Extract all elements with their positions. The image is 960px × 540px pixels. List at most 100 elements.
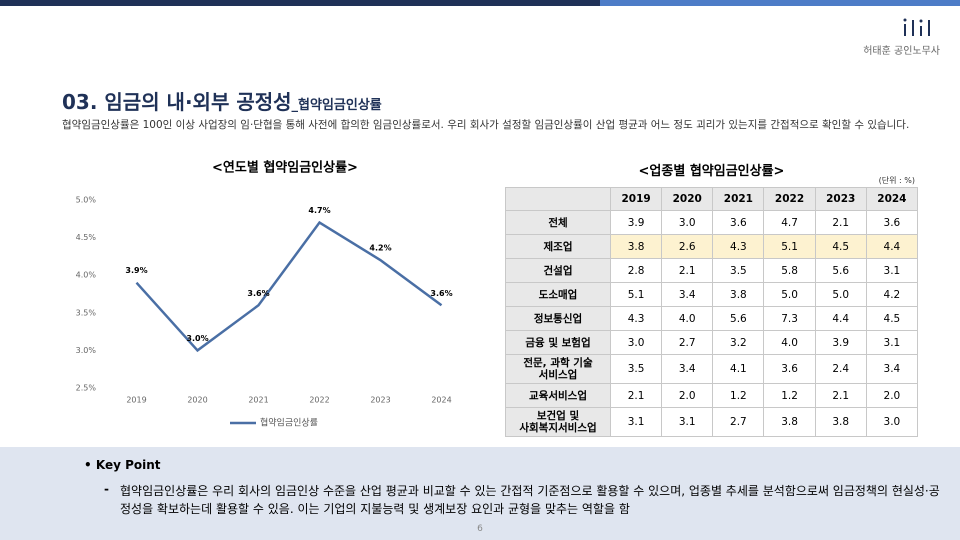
table-cell: 4.5 bbox=[814, 234, 867, 259]
table-cell: 4.3 bbox=[609, 306, 663, 331]
table-cell: 3.8 bbox=[814, 407, 867, 437]
column-header: 2022 bbox=[763, 187, 816, 211]
key-point-box: • Key Point - 협약임금인상률은 우리 회사의 임금인상 수준을 산… bbox=[0, 447, 960, 540]
table-cell: 2.0 bbox=[661, 383, 714, 408]
y-tick-label: 4.5% bbox=[76, 233, 97, 242]
table-row: 정보통신업 4.3 4.0 5.6 7.3 4.4 4.5 bbox=[505, 306, 919, 331]
description: 협약임금인상률은 100인 이상 사업장의 임·단협을 통해 사전에 합의한 임… bbox=[62, 119, 910, 131]
table-cell: 4.0 bbox=[763, 330, 816, 355]
logo-text: 허태훈 공인노무사 bbox=[863, 46, 940, 57]
table-cell: 3.6 bbox=[712, 210, 765, 235]
table-row: 제조업 3.8 2.6 4.3 5.1 4.5 4.4 bbox=[505, 234, 919, 259]
x-tick-label: 2020 bbox=[187, 396, 207, 405]
table-row: 건설업 2.8 2.1 3.5 5.8 5.6 3.1 bbox=[505, 258, 919, 283]
table-cell: 2.1 bbox=[661, 258, 714, 283]
y-tick-label: 3.0% bbox=[76, 346, 97, 355]
table-cell: 3.4 bbox=[661, 282, 714, 307]
dash: - bbox=[104, 482, 109, 496]
subtitle: _협약임금인상률 bbox=[291, 98, 382, 113]
series-line bbox=[135, 220, 443, 353]
x-tick-label: 2024 bbox=[431, 396, 451, 405]
table-cell: 3.8 bbox=[712, 282, 765, 307]
column-header: 2023 bbox=[814, 187, 867, 211]
column-header: 2024 bbox=[865, 187, 919, 211]
table-cell: 5.6 bbox=[712, 306, 765, 331]
x-tick-label: 2022 bbox=[309, 396, 329, 405]
logo-icon bbox=[903, 18, 930, 36]
y-tick-label: 3.5% bbox=[76, 308, 97, 317]
table-cell: 4.2 bbox=[865, 282, 919, 307]
row-label: 보건업 및 사회복지서비스업 bbox=[505, 407, 611, 437]
column-header: 2020 bbox=[661, 187, 714, 211]
table-cell: 7.3 bbox=[763, 306, 816, 331]
table-cell: 3.5 bbox=[609, 354, 663, 384]
row-label: 금융 및 보험업 bbox=[505, 330, 611, 355]
row-label: 제조업 bbox=[505, 234, 611, 259]
table-cell: 3.1 bbox=[865, 258, 919, 283]
corner-cell bbox=[505, 187, 611, 211]
y-tick-label: 5.0% bbox=[76, 196, 97, 205]
table-cell: 4.4 bbox=[814, 306, 867, 331]
title: 03. 임금의 내·외부 공정성 bbox=[62, 90, 292, 114]
row-label: 정보통신업 bbox=[505, 306, 611, 331]
key-point-heading: • Key Point bbox=[84, 458, 161, 472]
table-cell: 4.0 bbox=[661, 306, 714, 331]
line-chart: <연도별 협약임금인상률> 2.5% 3.0% 3.5% 4.0% 4.5% 5.0% 20… bbox=[76, 160, 453, 429]
table-cell: 3.4 bbox=[865, 354, 919, 384]
x-tick-label: 2021 bbox=[248, 396, 268, 405]
row-label: 전문, 과학 기술 서비스업 bbox=[505, 354, 611, 384]
table-cell: 3.4 bbox=[661, 354, 714, 384]
table-cell: 1.2 bbox=[712, 383, 765, 408]
data-label: 3.6% bbox=[430, 289, 452, 298]
top-bar bbox=[0, 0, 600, 6]
table-cell: 3.1 bbox=[865, 330, 919, 355]
title-block: 03. 임금의 내·외부 공정성_협약임금인상률 bbox=[62, 86, 382, 115]
table-cell: 3.6 bbox=[763, 354, 816, 384]
table-cell: 4.3 bbox=[712, 234, 765, 259]
row-label: 도소매업 bbox=[505, 282, 611, 307]
table-cell: 2.6 bbox=[661, 234, 714, 259]
top-bar-accent bbox=[600, 0, 960, 6]
page-number: 6 bbox=[477, 524, 483, 534]
table-row: 교육서비스업 2.1 2.0 1.2 1.2 2.1 2.0 bbox=[505, 383, 919, 408]
table-unit: (단위 : %) bbox=[878, 176, 915, 185]
table-title: <업종별 협약임금인상률> bbox=[638, 164, 785, 179]
table-cell: 5.0 bbox=[814, 282, 867, 307]
table-cell: 2.1 bbox=[814, 210, 867, 235]
data-label: 3.6% bbox=[247, 289, 269, 298]
header-row: 2019 2020 2021 2022 2023 2024 bbox=[505, 187, 919, 211]
x-tick-label: 2023 bbox=[370, 396, 390, 405]
table-cell: 3.5 bbox=[712, 258, 765, 283]
table-cell: 3.9 bbox=[609, 210, 663, 235]
table-cell: 5.6 bbox=[814, 258, 867, 283]
data-label: 4.7% bbox=[308, 206, 330, 215]
table-cell: 3.0 bbox=[661, 210, 714, 235]
table-cell: 3.8 bbox=[609, 234, 663, 259]
table-cell: 2.7 bbox=[712, 407, 765, 437]
legend-label: 협약임금인상률 bbox=[260, 417, 318, 429]
row-label: 전체 bbox=[505, 210, 611, 235]
y-tick-label: 2.5% bbox=[76, 384, 97, 393]
row-label: 교육서비스업 bbox=[505, 383, 611, 408]
table-cell: 5.0 bbox=[763, 282, 816, 307]
data-label: 3.0% bbox=[186, 334, 208, 343]
table-cell: 3.0 bbox=[865, 407, 919, 437]
table-row: 도소매업 5.1 3.4 3.8 5.0 5.0 4.2 bbox=[505, 282, 919, 307]
table-cell: 2.1 bbox=[814, 383, 867, 408]
table-row: 보건업 및 사회복지서비스업 3.1 3.1 2.7 3.8 3.8 3.0 bbox=[505, 407, 919, 437]
key-point-text: 협약임금인상률은 우리 회사의 임금인상 수준을 산업 평균과 비교할 수 있는… bbox=[120, 484, 940, 516]
table-cell: 2.4 bbox=[814, 354, 867, 384]
table-cell: 2.7 bbox=[661, 330, 714, 355]
table-cell: 3.6 bbox=[865, 210, 919, 235]
table-cell: 5.1 bbox=[609, 282, 663, 307]
table-cell: 1.2 bbox=[763, 383, 816, 408]
table-cell: 5.8 bbox=[763, 258, 816, 283]
table-row: 금융 및 보험업 3.0 2.7 3.2 4.0 3.9 3.1 bbox=[505, 330, 919, 355]
row-label: 건설업 bbox=[505, 258, 611, 283]
x-tick-label: 2019 bbox=[126, 396, 146, 405]
table-cell: 2.1 bbox=[609, 383, 663, 408]
table-cell: 2.0 bbox=[865, 383, 919, 408]
table-cell: 3.1 bbox=[661, 407, 714, 437]
chart-title: <연도별 협약임금인상률> bbox=[212, 160, 358, 176]
